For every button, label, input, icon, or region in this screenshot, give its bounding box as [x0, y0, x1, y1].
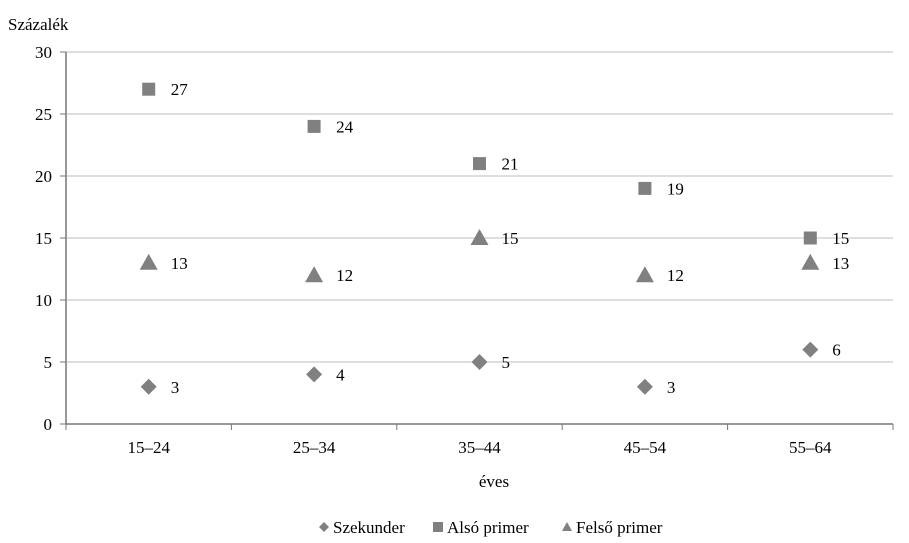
- data-label: 13: [832, 254, 849, 273]
- data-label: 24: [336, 117, 354, 136]
- y-tick-label: 5: [44, 353, 53, 372]
- data-point: [802, 341, 819, 358]
- x-tick-label: 35–44: [458, 438, 501, 457]
- y-tick-label: 15: [35, 229, 52, 248]
- data-label: 21: [502, 155, 519, 174]
- data-point: [471, 354, 488, 370]
- data-point: [803, 231, 817, 245]
- legend-marker: [433, 522, 443, 532]
- data-point: [307, 119, 321, 133]
- legend-marker: [319, 522, 329, 532]
- x-tick-label: 25–34: [293, 438, 336, 457]
- data-point: [306, 366, 323, 383]
- gridlines: [66, 51, 893, 363]
- data-labels: 3 4 5 3 6 27 24 21 19 15 13 12 15 12 13: [171, 80, 850, 397]
- data-label: 4: [336, 365, 345, 384]
- axes: [60, 51, 894, 430]
- data-label: 19: [667, 179, 684, 198]
- data-point: [635, 266, 654, 283]
- data-point: [305, 266, 324, 283]
- x-tick-label: 45–54: [624, 438, 667, 457]
- data-point: [470, 229, 489, 245]
- data-label: 13: [171, 254, 188, 273]
- legend-marker: [562, 522, 572, 531]
- x-tick-labels: 15–24 25–34 35–44 45–54 55–64: [127, 438, 832, 457]
- data-points: [139, 82, 820, 395]
- data-label: 6: [832, 341, 841, 360]
- data-point: [473, 157, 486, 171]
- y-tick-label: 10: [35, 291, 52, 310]
- y-tick-label: 0: [44, 415, 53, 434]
- legend-label: Szekunder: [333, 518, 405, 537]
- data-point: [140, 378, 157, 395]
- data-point: [142, 82, 156, 96]
- data-label: 3: [667, 378, 676, 397]
- data-label: 27: [171, 80, 189, 99]
- legend: Szekunder Alsó primer Felső primer: [319, 518, 663, 537]
- y-tick-label: 25: [35, 105, 52, 124]
- legend-label: Alsó primer: [447, 518, 529, 537]
- y-tick-labels: 0 5 10 15 20 25 30: [35, 43, 52, 434]
- data-point: [801, 253, 820, 270]
- y-tick-label: 20: [35, 167, 52, 186]
- y-axis-title: Százalék: [8, 15, 69, 34]
- data-label: 12: [667, 266, 684, 285]
- legend-label: Felső primer: [576, 518, 663, 537]
- data-label: 15: [502, 229, 519, 248]
- data-label: 12: [336, 266, 353, 285]
- data-point: [139, 253, 158, 270]
- data-label: 5: [502, 353, 511, 372]
- data-point: [638, 181, 652, 195]
- y-tick-label: 30: [35, 43, 52, 62]
- x-tick-label: 55–64: [789, 438, 832, 457]
- x-axis-title: éves: [479, 472, 509, 491]
- data-label: 15: [832, 229, 849, 248]
- x-tick-label: 15–24: [127, 438, 170, 457]
- data-label: 3: [171, 378, 180, 397]
- data-point: [636, 378, 653, 395]
